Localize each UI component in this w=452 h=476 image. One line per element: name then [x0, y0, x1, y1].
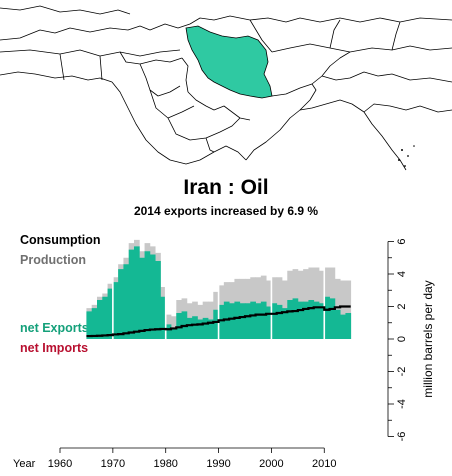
net-exports-bar — [91, 308, 98, 339]
y-tick-label: 0 — [396, 336, 408, 342]
map-border — [205, 137, 215, 153]
map-border — [119, 51, 183, 65]
net-exports-bar — [266, 306, 272, 339]
chart-subtitle: 2014 exports increased by 6.9 % — [133, 204, 319, 218]
net-exports-bar — [96, 300, 103, 339]
net-exports-bar — [292, 298, 299, 339]
map-coastline — [245, 99, 407, 171]
iran-highlight — [185, 25, 273, 99]
production-bar — [340, 280, 346, 339]
net-exports-bar — [255, 303, 262, 339]
net-exports-bar — [165, 324, 172, 339]
net-exports-bar — [234, 301, 241, 339]
net-exports-bar — [149, 254, 156, 339]
net-exports-bar — [213, 309, 219, 339]
map-border — [59, 53, 103, 81]
x-tick-label: 1960 — [48, 458, 72, 470]
net-exports-bar — [170, 327, 177, 339]
chart-title: Iran : Oil — [183, 176, 269, 199]
map-border — [329, 19, 401, 51]
y-tick-label: -4 — [396, 399, 408, 409]
net-exports-bar — [112, 282, 119, 339]
net-exports-bar — [202, 317, 209, 339]
map-border — [181, 57, 189, 93]
net-exports-bar — [176, 313, 182, 339]
map-border — [189, 15, 452, 25]
net-exports-bar — [313, 301, 320, 339]
map-border — [249, 19, 273, 53]
x-tick-label: 1980 — [153, 458, 177, 470]
production-bar — [345, 280, 352, 339]
y-tick-label: 4 — [396, 271, 408, 277]
map-border — [321, 71, 452, 83]
net-exports-bar — [329, 298, 336, 339]
x-tick-label: 2010 — [312, 458, 336, 470]
net-exports-bar — [133, 246, 140, 339]
net-exports-bar — [260, 301, 267, 339]
x-axis-label: Year — [13, 458, 36, 470]
net-exports-bar — [144, 251, 151, 339]
net-exports-bar — [239, 303, 246, 339]
net-exports-bar — [318, 303, 325, 339]
net-exports-bar — [276, 304, 283, 339]
net-exports-bar — [324, 296, 330, 339]
net-exports-bar — [297, 301, 304, 339]
net-exports-bar — [303, 301, 309, 339]
net-exports-bar — [218, 304, 225, 339]
map-border — [0, 5, 131, 15]
legend-net-imports: net Imports — [20, 341, 89, 355]
map-coastline — [111, 81, 247, 165]
x-tick-label: 1970 — [101, 458, 125, 470]
net-exports-bar — [197, 319, 204, 339]
net-exports-bar — [123, 264, 130, 339]
legend-consumption: Consumption — [20, 233, 101, 247]
map-border — [271, 51, 351, 97]
map-border — [363, 103, 452, 113]
consumption-line — [86, 305, 351, 338]
net-exports-bar — [340, 314, 346, 339]
production-bar — [334, 278, 341, 339]
net-exports-bar — [118, 269, 124, 339]
net-exports-bar — [207, 319, 214, 339]
net-exports-bar — [139, 257, 145, 339]
y-tick-label: -6 — [396, 432, 408, 442]
net-exports-bar — [229, 303, 235, 339]
net-exports-bar — [287, 300, 293, 339]
x-tick-label: 2000 — [259, 458, 283, 470]
net-exports-bar — [244, 303, 251, 339]
net-exports-bar — [271, 303, 278, 339]
y-axis-label: million barrels per day — [421, 280, 435, 397]
net-exports-bar — [308, 300, 315, 339]
net-exports-bar — [155, 261, 161, 339]
net-exports-bar — [160, 296, 167, 339]
net-exports-bar — [107, 288, 114, 339]
net-exports-bar — [102, 296, 108, 339]
net-exports-bar — [281, 308, 288, 339]
net-exports-bar — [334, 309, 341, 339]
y-tick-label: 6 — [396, 238, 408, 244]
map-border — [299, 83, 317, 111]
y-tick-label: -2 — [396, 367, 408, 377]
map-coastline — [0, 23, 191, 41]
map-coastline — [187, 91, 251, 121]
net-exports-bar — [86, 311, 93, 339]
map-border — [139, 63, 181, 97]
net-exports-bar — [250, 301, 256, 339]
net-exports-bar — [192, 316, 198, 339]
x-tick-label: 1990 — [206, 458, 230, 470]
net-exports-bar — [345, 313, 352, 339]
y-tick-label: 2 — [396, 303, 408, 309]
legend-net-exports: net Exports — [20, 321, 89, 335]
net-exports-bar — [186, 317, 193, 339]
legend-production: Production — [20, 253, 86, 267]
middle-east-map — [0, 5, 452, 171]
map-border — [271, 43, 452, 53]
net-exports-bar — [128, 249, 135, 339]
